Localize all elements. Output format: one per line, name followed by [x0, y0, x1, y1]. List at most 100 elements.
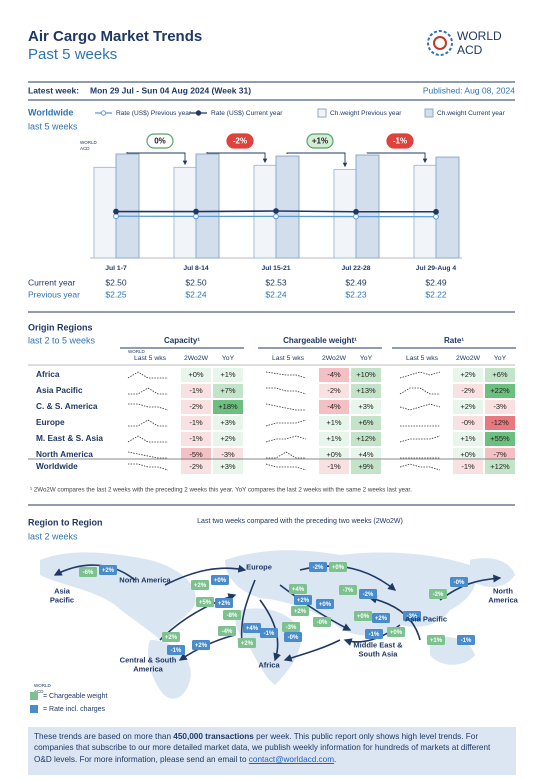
cell-value: -1% — [189, 418, 203, 427]
sparkline — [266, 387, 307, 395]
change-label: 0% — [154, 137, 166, 146]
flow-arrow — [53, 564, 136, 581]
sparkline — [399, 403, 441, 411]
cell-bg — [453, 400, 483, 414]
change-badge — [294, 595, 312, 605]
sparkline — [265, 435, 307, 443]
column-header: 2Wo2W — [456, 355, 481, 362]
change-badge — [162, 632, 180, 642]
change-badge — [354, 611, 372, 621]
cell-value: -2% — [461, 386, 475, 395]
cell-value: -1% — [461, 462, 475, 471]
cell-bg — [213, 384, 243, 398]
sparkline — [265, 463, 307, 471]
change-label: -1% — [393, 137, 407, 146]
cell-value: +7% — [220, 386, 236, 395]
cell-bg — [319, 400, 349, 414]
region-label: Africa — [258, 660, 280, 670]
change-label: +0% — [214, 578, 227, 584]
sparkline — [399, 371, 441, 379]
cell-value: +9% — [358, 462, 374, 471]
cell-value: +3% — [358, 402, 374, 411]
cell-value: +1% — [326, 434, 342, 443]
sparkline — [128, 463, 169, 471]
legend-marker — [100, 110, 107, 116]
rate-point — [193, 213, 199, 220]
logo-small: WORLD — [34, 683, 52, 688]
rate-point — [433, 208, 439, 215]
change-label: -8% — [227, 613, 238, 619]
section-subtitle: last 2 weeks — [28, 531, 78, 541]
flow-arrow — [279, 584, 352, 631]
cell-bg — [181, 368, 211, 382]
cell-value: -2% — [189, 402, 203, 411]
change-label: +2% — [294, 609, 307, 615]
rate-row-label: Current year — [28, 277, 75, 287]
cell-value: -4% — [327, 402, 341, 411]
cell-bg — [485, 432, 515, 446]
change-badge — [457, 635, 475, 645]
change-label: -2% — [433, 592, 444, 598]
change-badge — [372, 613, 390, 623]
logo-icon — [427, 30, 453, 56]
rate-point — [353, 208, 359, 215]
cell-value: -1% — [327, 462, 341, 471]
change-badge — [226, 133, 254, 149]
change-badge — [99, 565, 117, 575]
change-badge — [211, 575, 229, 585]
change-badge — [260, 628, 278, 638]
sparkline — [265, 403, 306, 411]
group-header: Capacity¹ — [164, 336, 200, 345]
title: Air Cargo Market Trends — [28, 28, 202, 45]
bar-current — [115, 153, 140, 259]
legend-label: = Rate incl. charges — [43, 706, 106, 713]
legend-swatch — [30, 692, 38, 700]
column-header: YoY — [360, 355, 373, 362]
change-label: -1% — [461, 638, 472, 644]
change-badge — [238, 638, 256, 648]
cell-bg — [319, 384, 349, 398]
cell-bg — [319, 416, 349, 430]
bar-current — [355, 154, 380, 259]
cell-value: +12% — [356, 434, 376, 443]
cell-bg — [213, 400, 243, 414]
change-label: +0% — [357, 614, 370, 620]
cell-value: -1% — [189, 386, 203, 395]
change-label: +1% — [430, 638, 443, 644]
legend-label: Rate (US$) Current year — [211, 110, 283, 117]
footer-text: These trends are based on more than — [34, 732, 174, 741]
cell-value: +12% — [490, 462, 510, 471]
change-badge — [223, 610, 241, 620]
email-link[interactable]: contact@worldacd.com — [248, 754, 335, 764]
cell-value: +18% — [218, 402, 238, 411]
footer-text: . — [334, 754, 337, 764]
sparkline — [127, 435, 168, 443]
sparkline — [399, 387, 440, 395]
map-caption: Last two weeks compared with the precedi… — [197, 518, 403, 525]
cell-value: +6% — [358, 418, 374, 427]
change-badge — [387, 627, 405, 637]
rate-point — [113, 208, 119, 215]
rate-point — [353, 213, 359, 220]
cell-bg — [351, 460, 381, 474]
row-label: Worldwide — [36, 461, 78, 471]
change-badge — [316, 599, 334, 609]
cell-bg — [453, 384, 483, 398]
change-badge — [282, 622, 300, 632]
footer-text: per week. This public report only shows … — [34, 732, 491, 764]
change-badge — [167, 645, 185, 655]
change-label: +2% — [102, 568, 115, 574]
change-badge — [359, 589, 377, 599]
bar-previous — [173, 166, 197, 259]
group-header: Rate¹ — [444, 336, 464, 345]
cell-value: +10% — [356, 370, 376, 379]
cell-bg — [485, 460, 515, 474]
change-label: +4% — [246, 626, 259, 632]
cell-value: +13% — [356, 386, 376, 395]
change-badge — [146, 133, 174, 149]
cell-value: +2% — [460, 402, 476, 411]
cell-bg — [351, 384, 381, 398]
cell-bg — [485, 384, 515, 398]
row-label: Europe — [36, 417, 65, 427]
change-badge — [386, 133, 414, 149]
